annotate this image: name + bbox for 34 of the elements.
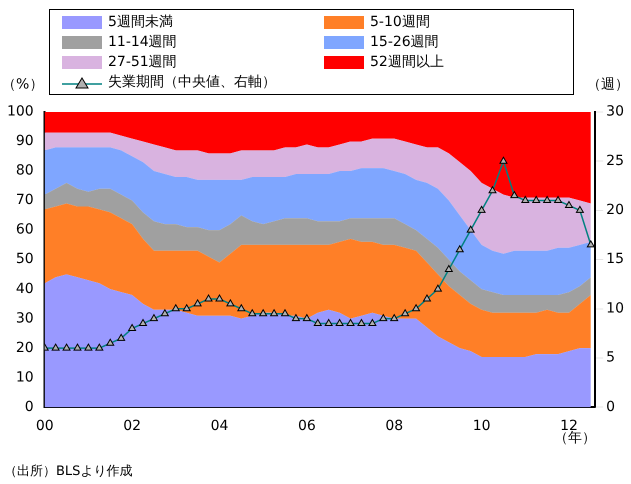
y-tick-label: 50 (16, 251, 34, 268)
y2-tick-label: 15 (606, 251, 624, 268)
y2-tick-label: 5 (606, 350, 616, 366)
legend-label: 5週間未満 (108, 13, 173, 31)
y-tick-label: 30 (16, 310, 34, 326)
legend-label: 5-10週間 (370, 13, 430, 31)
legend-label: 失業期間（中央値、右軸） (108, 73, 276, 91)
y2-axis-title: （週） (587, 76, 629, 93)
y-tick-label: 10 (16, 369, 34, 386)
legend-label: 27-51週間 (108, 53, 177, 71)
y-tick-label: 100 (6, 104, 34, 120)
x-tick-label: 08 (385, 418, 404, 434)
y2-tick-label: 25 (606, 152, 624, 169)
y-tick-label: 70 (16, 192, 34, 208)
y2-tick-label: 10 (606, 300, 624, 316)
legend-label: 52週間以上 (370, 53, 444, 71)
y-tick-label: 20 (16, 340, 34, 356)
y-tick-label: 80 (16, 162, 34, 179)
y-axis-title: （%） (2, 76, 44, 93)
legend-label: 15-26週間 (370, 33, 439, 51)
legend-label: 11-14週間 (108, 33, 177, 51)
x-tick-label: 02 (123, 418, 142, 434)
y-tick-label: 0 (24, 398, 34, 415)
y2-tick-label: 0 (606, 398, 616, 415)
x-tick-label: 06 (298, 418, 316, 434)
x-tick-label: 04 (210, 418, 228, 434)
y-tick-label: 90 (16, 133, 34, 150)
y-tick-label: 60 (16, 222, 34, 238)
x-tick-label: 00 (36, 418, 54, 434)
y2-tick-label: 30 (606, 104, 624, 120)
y2-tick-label: 20 (606, 202, 624, 218)
x-tick-label: 10 (472, 418, 491, 434)
text: （出所）BLSより作成 (4, 463, 132, 480)
y-tick-label: 40 (16, 280, 34, 297)
